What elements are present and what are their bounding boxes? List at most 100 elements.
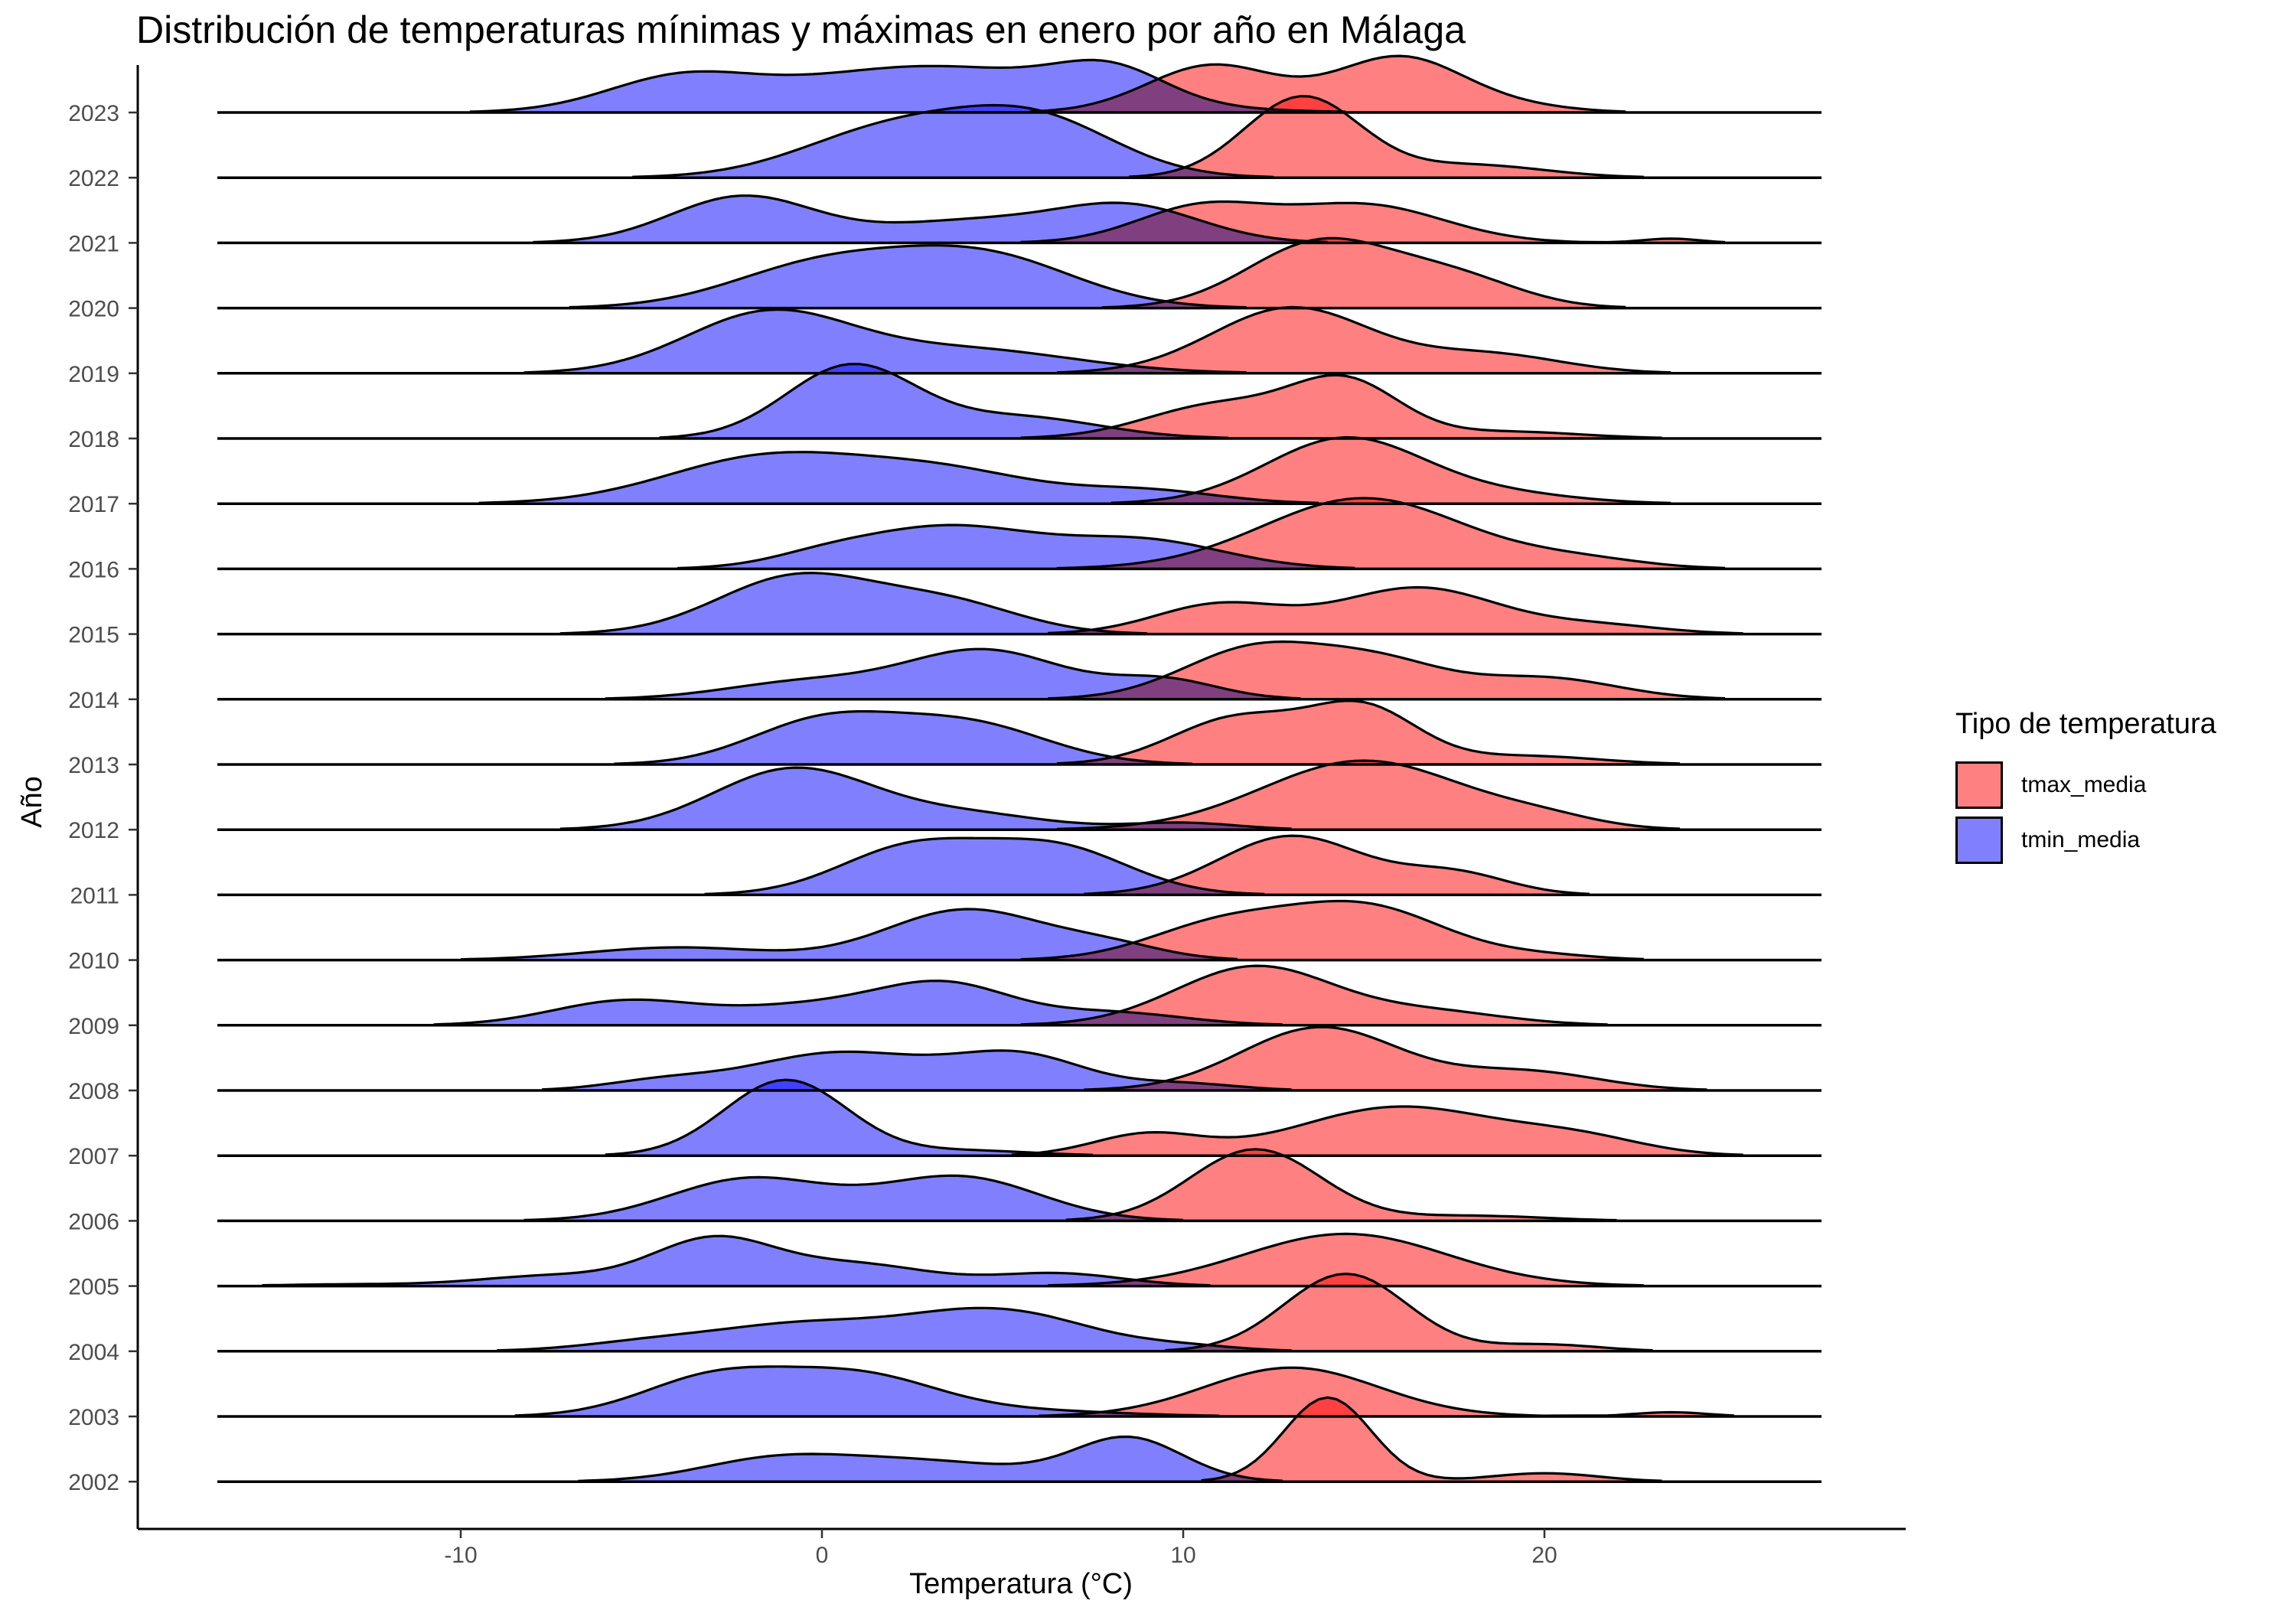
density-fill-tmin_media-2009 bbox=[433, 980, 1283, 1025]
ridge-2022 bbox=[217, 95, 1821, 179]
density-fill-tmin_media-2005 bbox=[262, 1236, 1211, 1286]
density-line-tmax_media-2003 bbox=[1039, 1366, 1734, 1417]
density-fill-tmax_media-2007 bbox=[1011, 1107, 1743, 1156]
density-line-tmax_media-2022 bbox=[1129, 95, 1644, 178]
density-line-tmin_media-2002 bbox=[578, 1435, 1283, 1482]
density-fill-tmax_media-2006 bbox=[1065, 1149, 1617, 1221]
density-line-tmax_media-2004 bbox=[1165, 1273, 1653, 1352]
density-line-tmax_media-2019 bbox=[1056, 305, 1671, 374]
y-tick-label-2023: 2023 bbox=[68, 101, 119, 126]
x-tick-label--10: -10 bbox=[444, 1543, 477, 1568]
ridge-2004 bbox=[217, 1273, 1821, 1353]
density-fill-tmin_media-2020 bbox=[569, 245, 1247, 308]
x-ticks: -10 0 10 20 bbox=[444, 1529, 1557, 1568]
y-tick-label-2010: 2010 bbox=[68, 949, 119, 974]
density-fill-tmax_media-2022 bbox=[1129, 96, 1644, 178]
ridge-2013 bbox=[217, 699, 1821, 766]
density-fill-tmax_media-2019 bbox=[1056, 307, 1671, 373]
density-fill-tmax_media-2002 bbox=[1201, 1397, 1662, 1482]
density-line-tmin_media-2005 bbox=[262, 1234, 1211, 1287]
y-tick-label-2018: 2018 bbox=[68, 427, 119, 452]
density-line-tmin_media-2008 bbox=[542, 1049, 1292, 1091]
density-fill-tmin_media-2014 bbox=[605, 649, 1301, 699]
density-fill-tmin_media-2022 bbox=[632, 105, 1274, 178]
y-tick-label-2006: 2006 bbox=[68, 1209, 119, 1234]
x-tick-label-20: 20 bbox=[1531, 1543, 1557, 1568]
density-fill-tmax_media-2014 bbox=[1048, 641, 1725, 699]
density-fill-tmin_media-2006 bbox=[523, 1175, 1183, 1221]
density-fill-tmin_media-2011 bbox=[704, 838, 1265, 895]
density-line-tmax_media-2012 bbox=[1056, 759, 1681, 830]
density-fill-tmin_media-2012 bbox=[559, 768, 1292, 830]
y-axis-title: Año bbox=[16, 776, 48, 828]
y-tick-label-2002: 2002 bbox=[68, 1470, 119, 1495]
density-line-tmin_media-2018 bbox=[659, 363, 1229, 439]
density-line-tmin_media-2015 bbox=[559, 572, 1147, 635]
density-line-tmax_media-2020 bbox=[1101, 236, 1626, 309]
density-line-tmin_media-2010 bbox=[460, 908, 1238, 961]
density-fill-tmax_media-2008 bbox=[1084, 1027, 1707, 1090]
density-fill-tmin_media-2016 bbox=[677, 525, 1355, 569]
y-tick-label-2012: 2012 bbox=[68, 818, 119, 843]
density-fill-tmax_media-2018 bbox=[1020, 375, 1662, 438]
ridge-2016 bbox=[217, 497, 1821, 571]
y-tick-label-2004: 2004 bbox=[68, 1340, 119, 1365]
y-tick-label-2021: 2021 bbox=[68, 231, 119, 256]
density-fill-tmax_media-2009 bbox=[1020, 966, 1608, 1025]
density-line-tmax_media-2018 bbox=[1020, 373, 1662, 439]
density-fill-tmin_media-2015 bbox=[559, 572, 1147, 634]
x-tick-label-10: 10 bbox=[1170, 1543, 1195, 1568]
density-fill-tmin_media-2018 bbox=[659, 363, 1228, 438]
density-line-tmin_media-2023 bbox=[469, 58, 1346, 113]
density-line-tmin_media-2006 bbox=[523, 1174, 1184, 1221]
density-line-tmin_media-2016 bbox=[677, 523, 1355, 570]
y-tick-label-2015: 2015 bbox=[68, 623, 119, 648]
density-fill-tmax_media-2013 bbox=[1056, 700, 1680, 764]
legend-title: Tipo de temperatura bbox=[1955, 708, 2216, 740]
density-line-tmin_media-2021 bbox=[533, 194, 1328, 244]
density-fill-tmin_media-2013 bbox=[614, 711, 1192, 764]
density-line-tmin_media-2007 bbox=[605, 1078, 1094, 1156]
density-fill-tmin_media-2003 bbox=[514, 1366, 1220, 1416]
density-line-tmax_media-2005 bbox=[1047, 1232, 1644, 1287]
density-line-tmin_media-2019 bbox=[523, 308, 1247, 374]
density-fill-tmin_media-2010 bbox=[461, 909, 1238, 960]
density-line-tmin_media-2022 bbox=[632, 103, 1274, 178]
density-fill-tmax_media-2003 bbox=[1039, 1367, 1734, 1416]
density-line-tmax_media-2013 bbox=[1056, 699, 1681, 765]
y-tick-label-2016: 2016 bbox=[68, 557, 119, 582]
density-fill-tmax_media-2011 bbox=[1084, 836, 1590, 895]
density-line-tmin_media-2012 bbox=[559, 766, 1292, 830]
density-fill-tmin_media-2004 bbox=[497, 1308, 1292, 1351]
density-fill-tmin_media-2002 bbox=[578, 1436, 1283, 1482]
y-tick-label-2019: 2019 bbox=[68, 362, 119, 387]
ridge-2011 bbox=[217, 834, 1821, 897]
ridge-2003 bbox=[217, 1365, 1821, 1418]
density-fill-tmax_media-2017 bbox=[1110, 437, 1671, 504]
density-fill-tmin_media-2021 bbox=[533, 195, 1328, 243]
density-fill-tmax_media-2020 bbox=[1101, 238, 1626, 308]
ridge-2002 bbox=[217, 1396, 1821, 1483]
ridge-2010 bbox=[217, 899, 1821, 962]
y-tick-label-2017: 2017 bbox=[68, 492, 119, 517]
legend: Tipo de temperatura tmax_media tmin_medi… bbox=[1955, 708, 2216, 868]
ridge-2018 bbox=[217, 363, 1821, 440]
ridges-layer bbox=[217, 54, 1821, 1483]
legend-swatch-tmin bbox=[1955, 817, 2003, 864]
density-line-tmin_media-2017 bbox=[478, 451, 1319, 504]
density-fill-tmin_media-2017 bbox=[478, 451, 1319, 504]
y-tick-label-2011: 2011 bbox=[70, 883, 119, 908]
density-line-tmin_media-2009 bbox=[433, 980, 1283, 1026]
ridge-2005 bbox=[217, 1232, 1821, 1288]
legend-item-tmin: tmin_media bbox=[1955, 813, 2216, 868]
chart-title: Distribución de temperaturas mínimas y m… bbox=[136, 8, 1466, 51]
ridge-2012 bbox=[217, 759, 1821, 831]
x-tick-label-0: 0 bbox=[816, 1543, 829, 1568]
density-fill-tmax_media-2004 bbox=[1165, 1273, 1653, 1351]
ridge-2007 bbox=[217, 1078, 1821, 1157]
ridge-2017 bbox=[217, 435, 1821, 505]
ridge-2008 bbox=[217, 1025, 1821, 1092]
density-fill-tmin_media-2007 bbox=[605, 1080, 1093, 1156]
density-line-tmin_media-2011 bbox=[704, 836, 1265, 895]
